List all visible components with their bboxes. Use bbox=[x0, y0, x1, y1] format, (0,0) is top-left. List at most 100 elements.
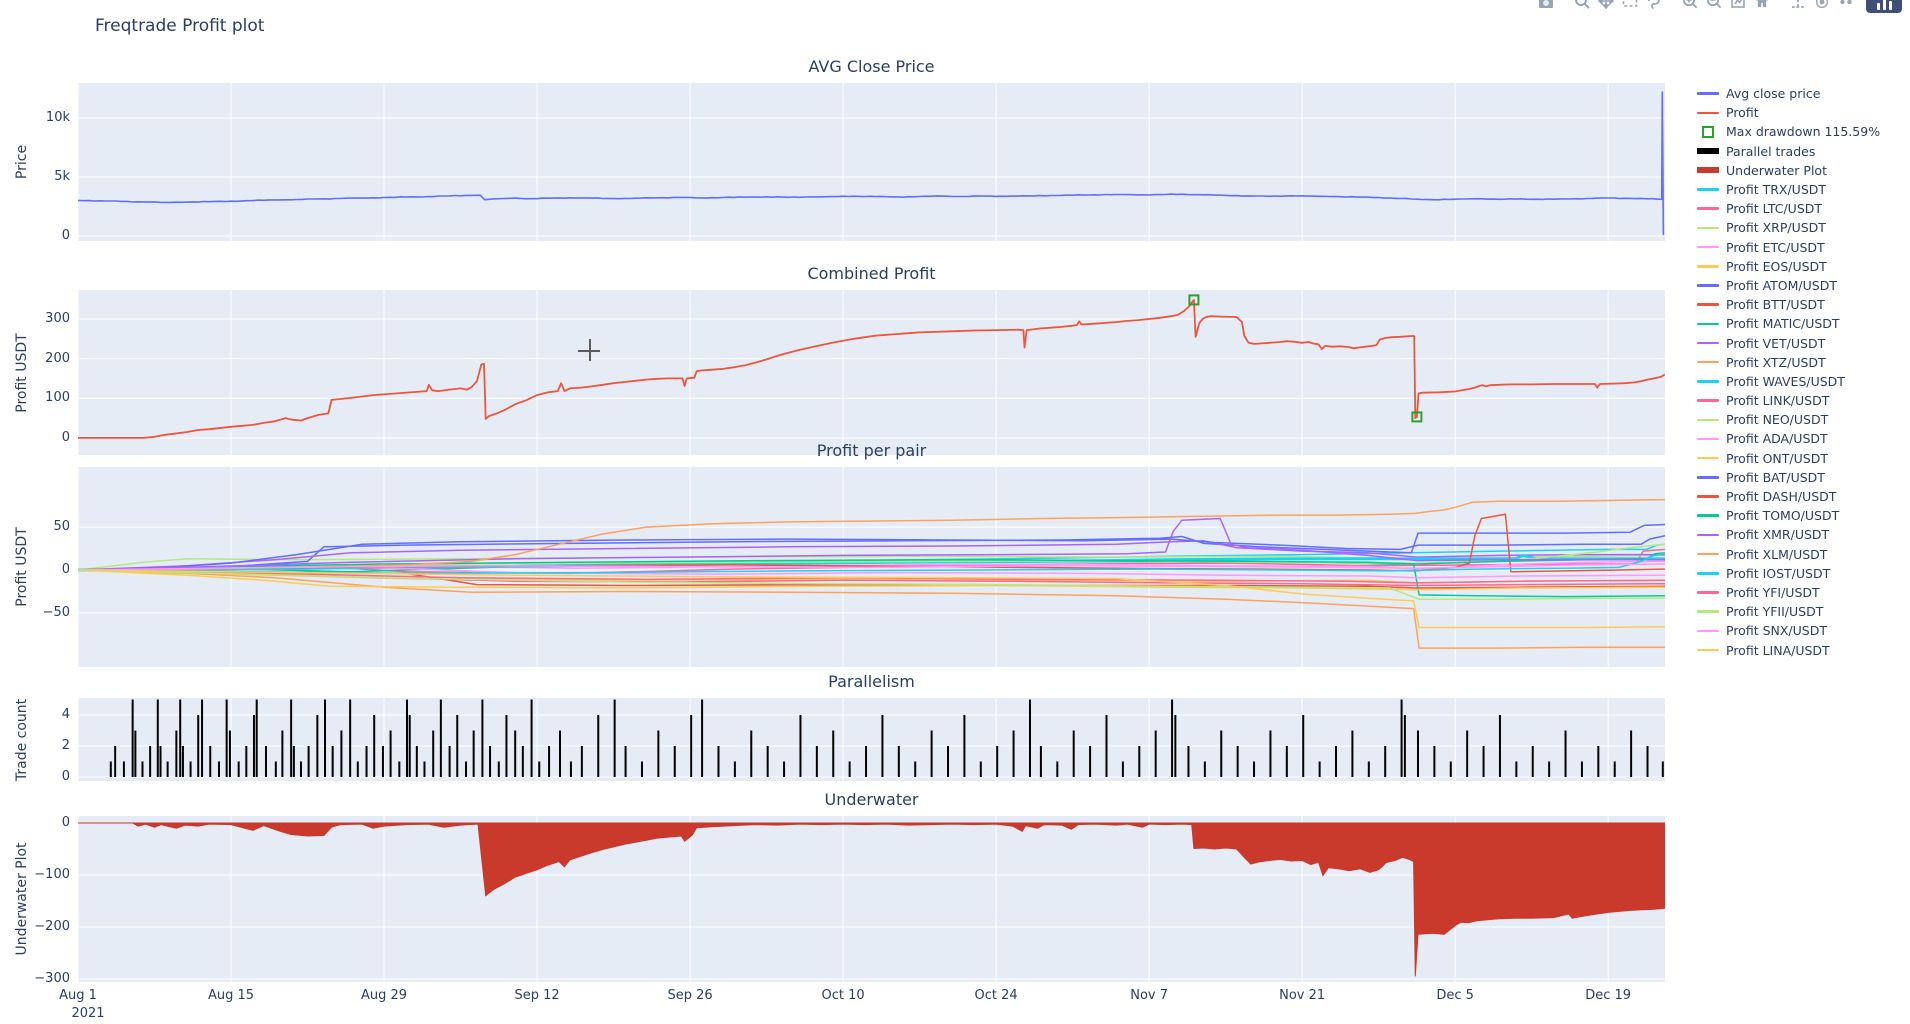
legend-item-profit-bat-usdt[interactable]: Profit BAT/USDT bbox=[1697, 468, 1907, 487]
parallel-trades-bar bbox=[1630, 730, 1633, 777]
y-tick-label: 0 bbox=[61, 227, 70, 243]
legend-swatch-line-icon bbox=[1697, 265, 1719, 268]
y-tick-label: 0 bbox=[61, 429, 70, 445]
camera-icon[interactable] bbox=[1537, 0, 1555, 10]
parallel-trades-bar bbox=[1028, 699, 1031, 777]
legend-swatch-square-icon bbox=[1697, 125, 1719, 138]
legend-item-profit-btt-usdt[interactable]: Profit BTT/USDT bbox=[1697, 295, 1907, 314]
parallel-trades-bar bbox=[717, 746, 720, 777]
parallel-trades-bar bbox=[1335, 746, 1338, 777]
legend-item-profit-etc-usdt[interactable]: Profit ETC/USDT bbox=[1697, 238, 1907, 257]
legend-item-profit-link-usdt[interactable]: Profit LINK/USDT bbox=[1697, 391, 1907, 410]
page-title: Freqtrade Profit plot bbox=[95, 16, 265, 36]
box-select-icon[interactable] bbox=[1621, 0, 1639, 10]
legend-label: Profit DASH/USDT bbox=[1726, 489, 1837, 505]
legend-item-profit-xrp-usdt[interactable]: Profit XRP/USDT bbox=[1697, 218, 1907, 237]
parallel-trades-bar bbox=[1269, 730, 1272, 777]
parallel-trades-bar bbox=[766, 746, 769, 777]
profit_per_pair-plot-area[interactable] bbox=[78, 467, 1665, 667]
legend-label: Profit TOMO/USDT bbox=[1726, 508, 1840, 524]
x-tick-label: Aug 1 bbox=[59, 988, 97, 1003]
parallel-trades-bar bbox=[979, 761, 982, 777]
legend-item-profit-neo-usdt[interactable]: Profit NEO/USDT bbox=[1697, 410, 1907, 429]
legend-item-profit-ltc-usdt[interactable]: Profit LTC/USDT bbox=[1697, 199, 1907, 218]
parallel-trades-bar bbox=[613, 699, 616, 777]
legend-item-underwater-plot[interactable]: Underwater Plot bbox=[1697, 161, 1907, 180]
parallel-trades-bar bbox=[381, 746, 384, 777]
parallel-trades-bar bbox=[415, 746, 418, 777]
legend-item-profit-yfi-usdt[interactable]: Profit YFI/USDT bbox=[1697, 583, 1907, 602]
zoom-out-icon[interactable] bbox=[1705, 0, 1723, 10]
legend-swatch-line-icon bbox=[1697, 533, 1719, 537]
legend-item-profit-atom-usdt[interactable]: Profit ATOM/USDT bbox=[1697, 276, 1907, 295]
legend-item-avg-close-price[interactable]: Avg close price bbox=[1697, 84, 1907, 103]
parallel-trades-bar bbox=[1597, 746, 1600, 777]
parallel-trades-bar bbox=[1056, 761, 1059, 777]
legend-swatch-line-icon bbox=[1697, 572, 1719, 575]
pan-icon[interactable] bbox=[1597, 0, 1615, 10]
parallel-trades-bar bbox=[963, 715, 966, 777]
legend-label: Profit ATOM/USDT bbox=[1726, 277, 1837, 293]
legend-item-profit-vet-usdt[interactable]: Profit VET/USDT bbox=[1697, 333, 1907, 352]
legend-item-profit-snx-usdt[interactable]: Profit SNX/USDT bbox=[1697, 621, 1907, 640]
parallel-trades-bar bbox=[307, 746, 310, 777]
parallel-trades-bar bbox=[1187, 746, 1190, 777]
underwater-plot-area[interactable] bbox=[78, 816, 1665, 982]
legend-item-profit-waves-usdt[interactable]: Profit WAVES/USDT bbox=[1697, 372, 1907, 391]
parallel-trades-bar bbox=[1039, 746, 1042, 777]
parallel-trades-bar bbox=[848, 761, 851, 777]
parallel-trades-bar bbox=[324, 699, 327, 777]
parallel-trades-bar bbox=[109, 761, 112, 777]
legend-item-profit-lina-usdt[interactable]: Profit LINA/USDT bbox=[1697, 640, 1907, 659]
toggle-spikelines-icon[interactable] bbox=[1789, 0, 1807, 10]
legend-item-profit-yfii-usdt[interactable]: Profit YFII/USDT bbox=[1697, 602, 1907, 621]
legend-label: Max drawdown 115.59% bbox=[1726, 124, 1881, 140]
zoom-icon[interactable] bbox=[1573, 0, 1591, 10]
legend-item-profit-ada-usdt[interactable]: Profit ADA/USDT bbox=[1697, 429, 1907, 448]
parallel-trades-bar bbox=[1138, 746, 1141, 777]
legend-swatch-line-icon bbox=[1697, 418, 1719, 422]
subplot-title-parallelism: Parallelism bbox=[828, 672, 915, 691]
lasso-select-icon[interactable] bbox=[1645, 0, 1663, 10]
legend-label: Profit ETC/USDT bbox=[1726, 239, 1825, 255]
legend-label: Profit ONT/USDT bbox=[1726, 450, 1828, 466]
parallel-trades-bar bbox=[1384, 746, 1387, 777]
parallel-trades-bar bbox=[580, 746, 583, 777]
legend-item-profit-dash-usdt[interactable]: Profit DASH/USDT bbox=[1697, 487, 1907, 506]
legend-item-profit-iost-usdt[interactable]: Profit IOST/USDT bbox=[1697, 564, 1907, 583]
legend-label: Profit XLM/USDT bbox=[1726, 546, 1828, 562]
plotly-logo[interactable] bbox=[1866, 0, 1902, 13]
parallel-trades-bar bbox=[134, 730, 137, 777]
underwater-canvas bbox=[78, 816, 1665, 982]
parallel-trades-bar bbox=[264, 746, 267, 777]
legend-item-max-drawdown-115-59[interactable]: Max drawdown 115.59% bbox=[1697, 122, 1907, 141]
legend-item-profit-xlm-usdt[interactable]: Profit XLM/USDT bbox=[1697, 545, 1907, 564]
zoom-in-icon[interactable] bbox=[1681, 0, 1699, 10]
avg_close_price-plot-area[interactable] bbox=[78, 83, 1665, 241]
legend-item-profit-trx-usdt[interactable]: Profit TRX/USDT bbox=[1697, 180, 1907, 199]
parallel-trades-bar bbox=[181, 746, 184, 777]
hover-closest-icon[interactable] bbox=[1813, 0, 1831, 10]
parallel-trades-bar bbox=[245, 746, 248, 777]
legend-item-profit-matic-usdt[interactable]: Profit MATIC/USDT bbox=[1697, 314, 1907, 333]
legend-item-profit-eos-usdt[interactable]: Profit EOS/USDT bbox=[1697, 257, 1907, 276]
autoscale-icon[interactable] bbox=[1729, 0, 1747, 10]
parallel-trades-bar bbox=[365, 746, 368, 777]
legend-item-parallel-trades[interactable]: Parallel trades bbox=[1697, 142, 1907, 161]
legend-item-profit-xmr-usdt[interactable]: Profit XMR/USDT bbox=[1697, 525, 1907, 544]
parallel-trades-bar bbox=[1613, 761, 1616, 777]
legend-item-profit-ont-usdt[interactable]: Profit ONT/USDT bbox=[1697, 449, 1907, 468]
legend-item-profit-tomo-usdt[interactable]: Profit TOMO/USDT bbox=[1697, 506, 1907, 525]
parallel-trades-bar bbox=[209, 746, 212, 777]
reset-axes-icon[interactable] bbox=[1753, 0, 1771, 10]
parallelism-canvas bbox=[78, 698, 1665, 781]
combined_profit-plot-area[interactable] bbox=[78, 290, 1665, 455]
legend-swatch-line-icon bbox=[1697, 514, 1719, 517]
legend-label: Underwater Plot bbox=[1726, 162, 1827, 178]
y-tick-label: −300 bbox=[34, 970, 70, 986]
parallel-trades-bar bbox=[373, 715, 376, 777]
legend-item-profit[interactable]: Profit bbox=[1697, 103, 1907, 122]
legend-item-profit-xtz-usdt[interactable]: Profit XTZ/USDT bbox=[1697, 353, 1907, 372]
hover-compare-icon[interactable] bbox=[1837, 0, 1855, 10]
parallelism-plot-area[interactable] bbox=[78, 698, 1665, 781]
